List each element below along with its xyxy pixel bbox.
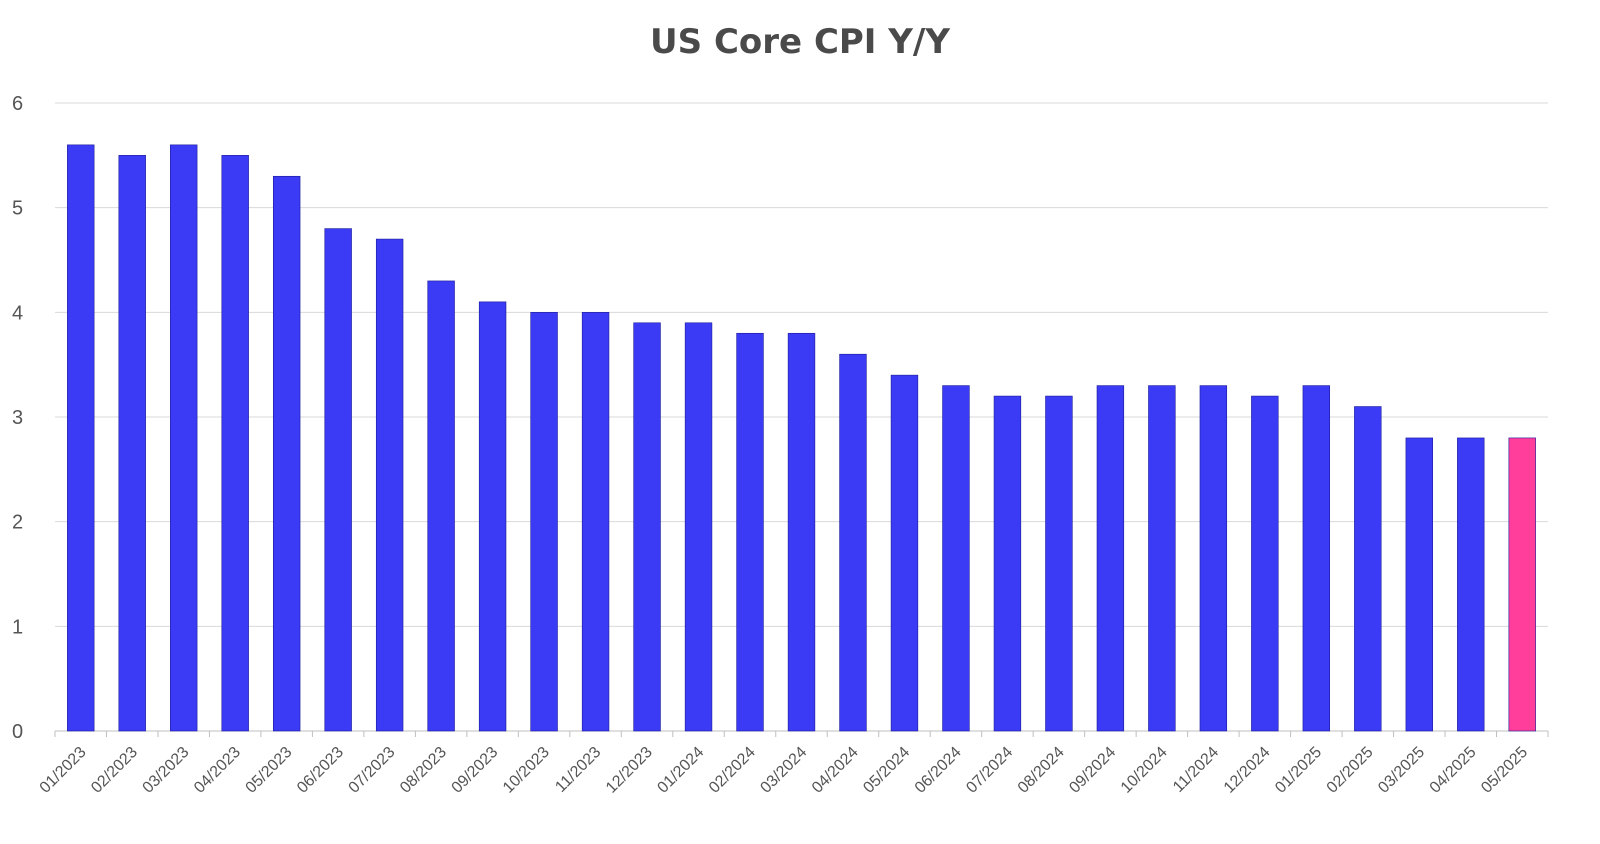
x-tick-label: 12/2024 (1221, 744, 1274, 797)
bar-05-2024 (890, 374, 919, 732)
x-tick-label: 09/2024 (1066, 744, 1119, 797)
x-tick-label: 11/2024 (1170, 744, 1222, 796)
bar-01-2023 (67, 144, 95, 732)
x-tick-label: 03/2023 (140, 744, 193, 797)
bar-05-2023 (272, 175, 301, 732)
bar-04-2025 (1457, 437, 1485, 732)
x-tick-label: 12/2023 (603, 744, 656, 797)
x-tick-label: 09/2023 (449, 744, 502, 797)
bar-03-2025 (1405, 437, 1433, 732)
y-tick-label: 2 (12, 512, 23, 534)
chart-title: US Core CPI Y/Y (650, 22, 950, 62)
x-tick-label: 01/2024 (654, 744, 707, 797)
x-tick-label: 01/2025 (1272, 744, 1325, 797)
x-tick-label: 06/2023 (294, 744, 347, 797)
y-tick-label: 0 (12, 721, 23, 743)
x-tick-label: 07/2023 (346, 744, 399, 797)
y-tick-label: 3 (12, 407, 23, 429)
bar-04-2023 (221, 155, 249, 732)
bar-09-2024 (1096, 385, 1125, 732)
y-tick-label: 6 (12, 93, 23, 115)
bar-08-2023 (427, 280, 455, 732)
x-tick-label: 05/2025 (1478, 744, 1531, 797)
x-tick-label: 05/2023 (243, 744, 296, 797)
bar-03-2024 (787, 332, 816, 732)
bar-05-2025 (1508, 437, 1536, 732)
bar-12-2023 (633, 322, 661, 732)
y-tick-label: 1 (12, 616, 23, 638)
y-tick-label: 5 (12, 198, 23, 220)
bar-01-2025 (1302, 385, 1331, 732)
bar-10-2024 (1148, 385, 1176, 732)
x-tick-label: 04/2024 (809, 744, 862, 797)
bar-08-2024 (1045, 395, 1073, 732)
bar-04-2024 (839, 353, 867, 732)
bar-06-2024 (942, 385, 970, 732)
x-tick-label: 04/2025 (1427, 744, 1480, 797)
x-tick-label: 08/2023 (397, 744, 450, 797)
x-tick-label: 08/2024 (1015, 744, 1068, 797)
x-tick-label: 06/2024 (912, 744, 965, 797)
x-tick-label: 02/2024 (706, 744, 759, 797)
bar-03-2023 (170, 144, 198, 732)
bar-07-2023 (375, 238, 404, 732)
bar-07-2024 (993, 395, 1022, 732)
x-tick-label: 10/2024 (1118, 744, 1171, 797)
x-tick-label: 01/2023 (37, 744, 90, 797)
x-tick-label: 10/2023 (500, 744, 553, 797)
bar-10-2023 (530, 312, 558, 732)
y-tick-label: 4 (12, 302, 23, 324)
bar-02-2024 (736, 332, 764, 732)
x-tick-label: 02/2025 (1324, 744, 1377, 797)
bar-02-2025 (1354, 406, 1382, 732)
x-tick-label: 03/2025 (1375, 744, 1428, 797)
bar-11-2024 (1199, 385, 1228, 732)
x-tick-label: 03/2024 (757, 744, 810, 797)
bar-12-2024 (1251, 395, 1279, 732)
bar-11-2023 (581, 312, 610, 732)
x-tick-label: 04/2023 (191, 744, 244, 797)
x-tick-label: 11/2023 (552, 744, 604, 796)
bar-09-2023 (478, 301, 507, 732)
x-tick-label: 02/2023 (88, 744, 141, 797)
bar-02-2023 (118, 155, 146, 732)
bar-01-2024 (684, 322, 713, 732)
x-tick-label: 05/2024 (860, 744, 913, 797)
bar-06-2023 (324, 228, 352, 732)
x-tick-label: 07/2024 (963, 744, 1016, 797)
